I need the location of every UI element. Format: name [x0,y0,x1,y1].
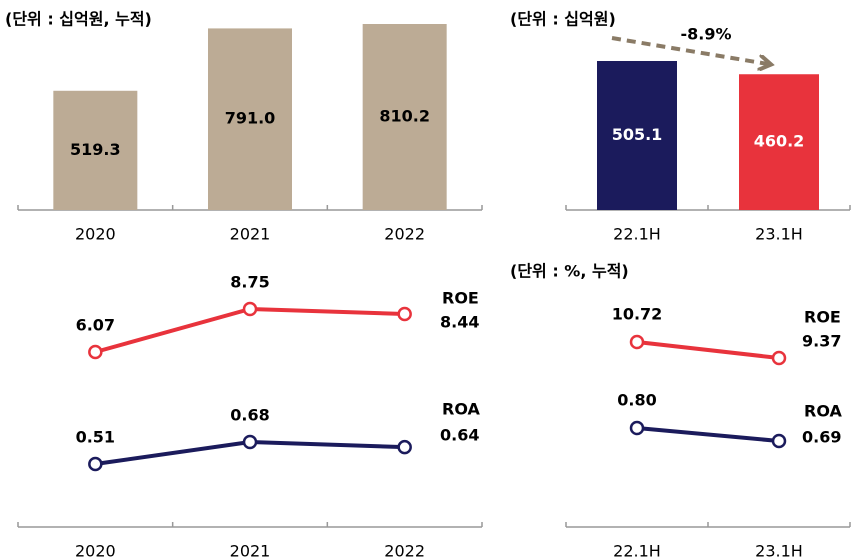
data-label: 791.0 [225,109,276,128]
point [242,301,258,317]
bar [597,61,677,210]
data-label: 505.1 [612,125,663,144]
x-tick-label: 22.1H [613,542,661,558]
data-label: 0.51 [76,428,115,447]
data-label: 519.3 [70,140,121,159]
annotation: -8.9% [680,25,731,44]
x-tick-label: 23.1H [755,225,803,244]
data-label: 0.64 [440,426,479,445]
x-tick-label: 2022 [384,542,425,558]
point [771,433,787,449]
data-label: 8.44 [440,312,479,331]
x-tick-label: 2021 [230,542,271,558]
bar [362,24,447,210]
unit-label: (단위 : 십억원) [510,10,616,29]
x-tick-label: 2021 [230,225,271,244]
x-tick-label: 22.1H [613,225,661,244]
series-label: ROE [804,308,841,327]
point [242,434,258,450]
point [88,344,103,360]
data-label: 9.37 [802,332,841,351]
data-label: 10.72 [612,305,663,324]
point [629,420,645,436]
unit-label: (단위 : %, 누적) [510,262,629,281]
point [88,456,103,472]
data-label: 460.2 [754,132,805,151]
series-label: ROA [442,400,480,419]
x-tick-label: 2020 [75,542,116,558]
change-arrow [611,36,768,64]
series-label: ROE [442,288,479,307]
point [771,350,787,366]
point [629,334,645,350]
data-label: 6.07 [76,316,115,335]
series-label: ROA [804,402,842,421]
x-tick-label: 23.1H [755,542,803,558]
bar [53,90,138,210]
x-tick-label: 2020 [75,225,116,244]
data-label: 0.80 [617,391,656,410]
line [636,426,780,443]
point [397,306,412,322]
data-label: 0.68 [230,406,269,425]
bar [739,74,819,210]
line [636,340,780,360]
data-label: 8.75 [230,273,269,292]
data-label: 0.69 [802,428,841,447]
x-tick-label: 2022 [384,225,425,244]
data-label: 810.2 [379,107,430,126]
unit-label: (단위 : 십억원, 누적) [5,10,152,29]
point [397,439,412,455]
bar [208,28,292,210]
